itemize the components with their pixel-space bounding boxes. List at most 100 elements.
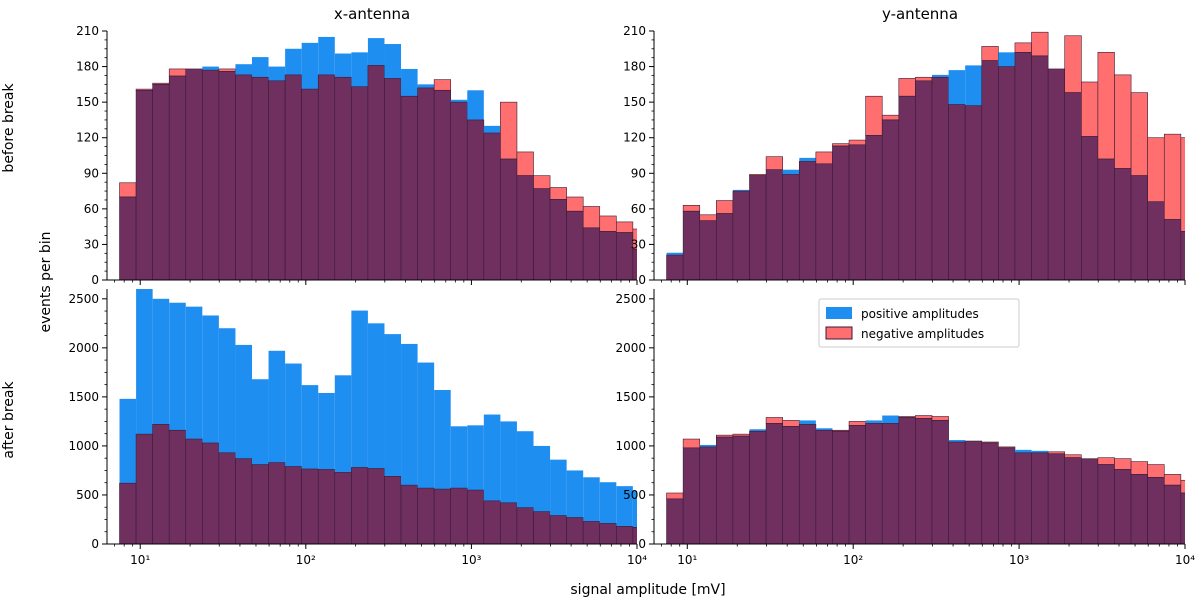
y-axis-label: events per bin: [38, 232, 54, 333]
positive-bar: [351, 52, 368, 87]
overlap-bar: [367, 65, 385, 280]
positive-bar: [384, 334, 402, 477]
overlap-bar: [268, 462, 286, 544]
positive-bar: [401, 68, 418, 97]
overlap-bar: [599, 523, 617, 544]
x-tick-label: 10³: [1009, 553, 1029, 567]
overlap-bar: [400, 95, 418, 280]
overlap-bar: [1180, 231, 1185, 280]
overlap-bar: [964, 105, 983, 280]
overlap-bar: [218, 71, 236, 280]
y-tick-label: 120: [76, 131, 99, 145]
positive-bar: [202, 315, 219, 443]
positive-bar: [566, 470, 584, 518]
overlap-bar: [351, 467, 369, 544]
overlap-bar: [732, 435, 750, 544]
overlap-bar: [832, 145, 850, 280]
positive-bar: [235, 344, 253, 459]
x-tick-label: 10⁴: [1175, 553, 1195, 567]
positive-bar: [218, 328, 236, 453]
negative-bar: [1163, 474, 1182, 486]
overlap-bar: [549, 199, 567, 280]
overlap-bar: [301, 88, 319, 280]
negative-bar: [682, 438, 701, 449]
overlap-bar: [119, 482, 137, 544]
positive-bar: [119, 398, 137, 484]
negative-bar: [848, 421, 866, 426]
negative-bar: [682, 205, 701, 212]
y-tick-label: 180: [76, 60, 99, 74]
y-tick-label: 90: [631, 166, 646, 180]
overlap-bar: [483, 500, 501, 544]
positive-bar: [948, 70, 966, 105]
overlap-bar: [881, 423, 900, 544]
overlap-bar: [1081, 459, 1099, 544]
positive-bar: [401, 343, 418, 486]
negative-bar: [1081, 81, 1099, 137]
negative-bar: [599, 215, 617, 232]
positive-bar: [334, 375, 352, 473]
overlap-bar: [898, 417, 916, 544]
negative-bar: [566, 196, 584, 212]
y-tick-label: 1000: [68, 439, 99, 453]
negative-bar: [765, 156, 783, 171]
y-tick-label: 0: [638, 537, 646, 551]
overlap-bar: [566, 210, 584, 280]
overlap-bar: [168, 429, 187, 544]
positive-bar: [699, 444, 717, 447]
overlap-bar: [268, 80, 286, 280]
legend-label-negative: negative amplitudes: [861, 327, 984, 341]
legend-frame: [818, 298, 1020, 348]
positive-bar: [599, 482, 617, 524]
positive-bar: [516, 431, 534, 508]
overlap-bar: [749, 175, 767, 280]
overlap-bar: [1114, 469, 1132, 544]
negative-bar: [765, 417, 783, 424]
positive-bar: [965, 65, 982, 106]
negative-bar: [1180, 137, 1185, 232]
negative-bar: [119, 182, 137, 198]
row-label-after-break: after break: [1, 381, 17, 459]
positive-bar: [268, 350, 286, 463]
negative-bar: [1130, 92, 1148, 176]
overlap-bar: [251, 76, 269, 280]
overlap-bar: [782, 426, 800, 544]
overlap-bar: [235, 74, 253, 280]
positive-bar: [1014, 449, 1032, 453]
overlap-bar: [666, 498, 684, 544]
overlap-bar: [549, 515, 567, 544]
overlap-bar: [533, 511, 551, 544]
overlap-bar: [616, 526, 634, 544]
overlap-bar: [367, 468, 385, 544]
negative-bar: [1163, 133, 1182, 220]
y-tick-label: 150: [76, 95, 99, 109]
y-tick-label: 150: [623, 95, 646, 109]
positive-bar: [948, 440, 966, 442]
overlap-bar: [466, 489, 485, 544]
positive-bar: [467, 90, 484, 120]
title-y-antenna: y-antenna: [882, 5, 958, 23]
overlap-bar: [1180, 492, 1185, 544]
positive-bar: [467, 425, 484, 491]
negative-bar: [1097, 457, 1115, 465]
negative-bar: [931, 416, 949, 421]
y-tick-label: 30: [631, 237, 646, 251]
overlap-bar: [981, 60, 999, 280]
y-tick-label: 90: [84, 166, 99, 180]
overlap-bar: [566, 517, 584, 544]
y-tick-label: 30: [84, 237, 99, 251]
positive-bar: [334, 53, 352, 78]
overlap-bar: [251, 464, 269, 544]
y-tick-label: 500: [76, 488, 99, 502]
positive-bar: [616, 486, 633, 527]
negative-bar: [782, 420, 800, 427]
overlap-bar: [848, 425, 866, 544]
overlap-bar: [815, 429, 833, 544]
overlap-bar: [582, 521, 601, 544]
positive-bar: [169, 302, 186, 431]
overlap-bar: [1047, 453, 1066, 544]
overlap-bar: [1014, 52, 1032, 280]
y-tick-label: 120: [623, 131, 646, 145]
positive-bar: [1031, 450, 1049, 453]
negative-bar: [433, 79, 452, 91]
